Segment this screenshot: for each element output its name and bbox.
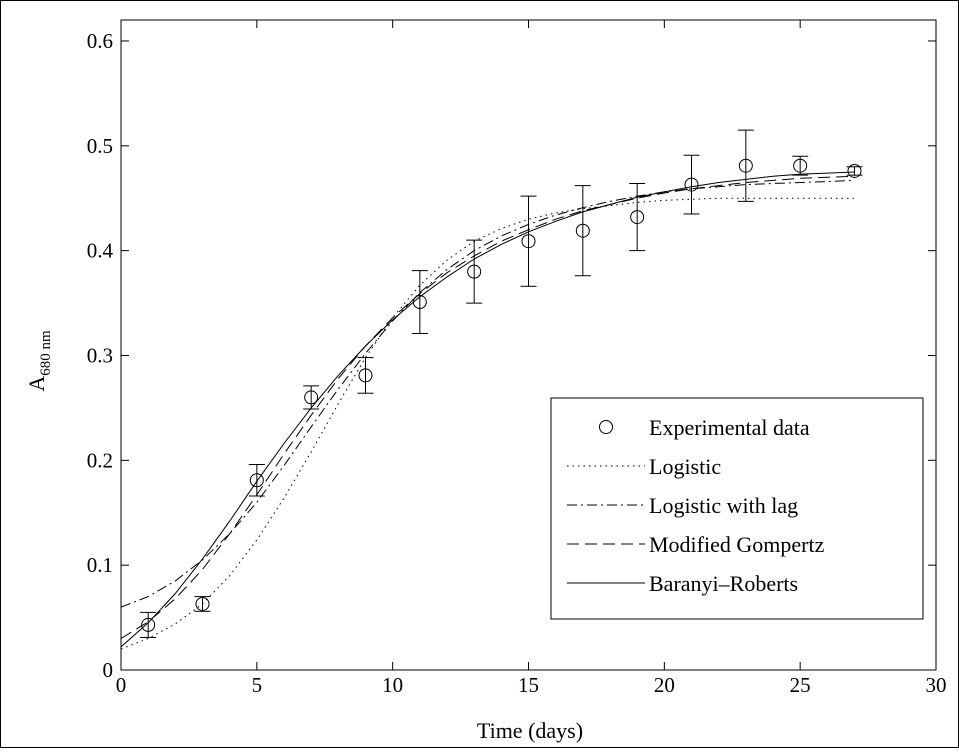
y-axis-title-main: A — [24, 376, 49, 392]
data-point — [738, 158, 753, 173]
y-tick-label: 0.1 — [87, 553, 113, 577]
legend-label: Modified Gompertz — [649, 532, 825, 557]
legend-box — [550, 397, 924, 620]
series-line — [120, 171, 855, 648]
series-line — [120, 179, 855, 608]
legend: Experimental data Logistic Logistic with l… — [550, 397, 924, 620]
series-line — [120, 175, 855, 639]
data-point — [575, 223, 590, 238]
data-point — [141, 617, 156, 632]
data-point — [521, 234, 536, 249]
data-point — [304, 390, 319, 405]
data-point — [630, 210, 645, 225]
x-tick-label: 0 — [116, 673, 127, 697]
data-point — [793, 158, 808, 173]
data-point — [358, 368, 373, 383]
x-tick-label: 20 — [654, 673, 675, 697]
y-tick-label: 0 — [103, 658, 114, 682]
x-axis-title: Time (days) — [477, 718, 583, 743]
y-tick-label: 0.2 — [87, 448, 113, 472]
data-point — [847, 163, 862, 178]
legend-label: Logistic with lag — [649, 493, 798, 518]
y-tick-label: 0.6 — [87, 29, 113, 53]
y-axis-title: A680 nm — [24, 330, 54, 392]
data-point — [249, 473, 264, 488]
series-line — [120, 197, 855, 650]
plot-layer: 0 5 10 15 20 25 30 0 0.1 0.2 0.3 0.4 0.5 0.6 — [87, 19, 947, 697]
legend-label: Baranyi–Roberts — [649, 571, 798, 596]
x-tick-label: 10 — [382, 673, 403, 697]
legend-label: Logistic — [649, 454, 721, 479]
data-point — [412, 295, 427, 310]
data-point — [467, 264, 482, 279]
x-tick-label: 5 — [252, 673, 263, 697]
data-point — [195, 596, 210, 611]
x-tick-label: 15 — [518, 673, 539, 697]
legend-label: Experimental data — [649, 415, 810, 440]
legend-marker-circle — [599, 420, 613, 434]
y-tick-label: 0.5 — [87, 134, 113, 158]
y-axis-title-subscript: 680 nm — [38, 330, 54, 376]
y-tick-label: 0.4 — [87, 239, 114, 263]
x-tick-label: 30 — [926, 673, 947, 697]
data-point — [684, 177, 699, 192]
y-tick-label: 0.3 — [87, 343, 113, 367]
x-tick-label: 25 — [790, 673, 811, 697]
